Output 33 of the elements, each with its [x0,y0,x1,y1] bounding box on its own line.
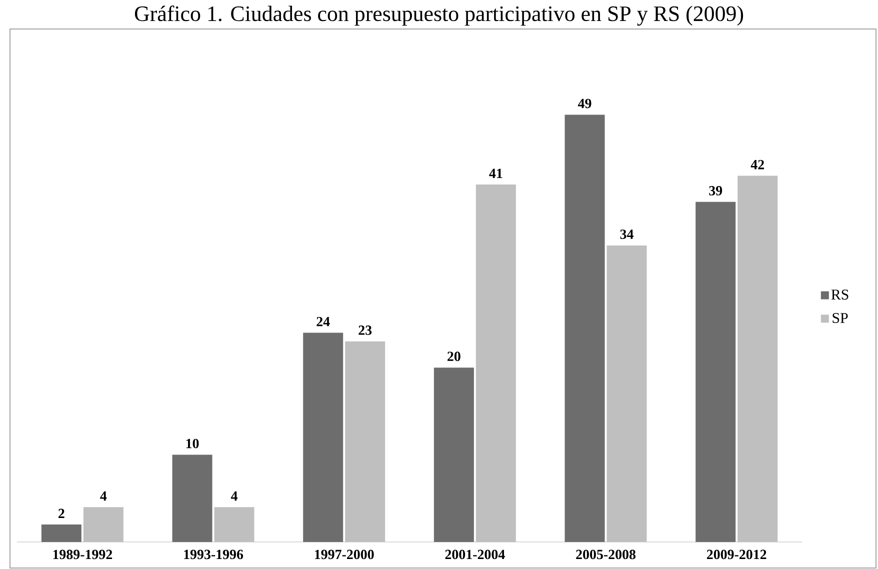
data-label: 4 [100,491,107,501]
bar [476,184,516,542]
bar [345,341,386,542]
data-label: 41 [489,168,502,178]
x-tick-label: 1989-1992 [53,550,112,560]
data-label: 34 [620,230,634,239]
bar [41,524,82,542]
bar [606,246,647,542]
bar [83,507,124,542]
data-label: 10 [186,438,199,448]
data-label: 4 [230,491,238,501]
bar [214,507,254,542]
data-label: 20 [448,352,460,362]
data-label: 49 [578,98,592,108]
x-tick-label: 1997-2000 [315,550,374,560]
bar [738,176,778,542]
x-tick-label: 1993-1996 [184,550,244,560]
x-tick-label: 2009-2012 [706,550,766,560]
data-label: 23 [358,326,372,335]
bar [303,332,344,542]
bar [172,454,212,542]
bar [434,368,474,542]
data-label: 42 [750,160,764,170]
legend-label: SP [832,312,848,324]
x-tick-label: 2005-2008 [576,550,636,560]
data-label: 2 [58,508,64,518]
bar [696,202,736,542]
bar [564,114,605,542]
chart-title: Gráfico 1. Ciudades con presupuesto participativo en SP y RS (2009) [134,6,744,26]
data-label: 24 [316,316,330,326]
data-label: 39 [709,186,722,196]
x-tick-label: 2001-2004 [445,550,505,560]
legend-label: RS [831,290,848,300]
